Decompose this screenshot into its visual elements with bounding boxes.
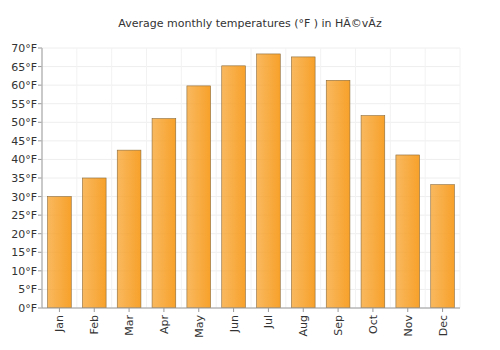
x-tick-label: Jan: [53, 315, 66, 333]
x-tick: [268, 308, 269, 312]
chart-container: Average monthly temperatures (°F ) in HÃ…: [0, 0, 500, 350]
y-tick-label: 45°F: [11, 135, 37, 148]
x-tick: [198, 308, 199, 312]
y-tick: [38, 252, 42, 253]
y-tick: [38, 196, 42, 197]
x-tick-label: Feb: [88, 315, 101, 334]
x-tick: [303, 308, 304, 312]
y-tick: [38, 122, 42, 123]
y-tick: [38, 178, 42, 179]
bar: [257, 54, 281, 308]
x-tick: [94, 308, 95, 312]
y-tick-label: 65°F: [11, 61, 37, 74]
bar: [326, 80, 350, 308]
x-tick-label: Sep: [332, 315, 345, 336]
y-tick-label: 60°F: [11, 79, 37, 92]
y-tick: [38, 215, 42, 216]
grid-line-v: [181, 48, 182, 308]
x-tick: [233, 308, 234, 312]
grid-line: [42, 308, 460, 309]
bar: [117, 150, 141, 308]
x-tick: [372, 308, 373, 312]
y-tick-label: 30°F: [11, 191, 37, 204]
grid-line-v: [146, 48, 147, 308]
y-tick: [38, 85, 42, 86]
bar: [396, 155, 420, 308]
y-tick-label: 10°F: [11, 265, 37, 278]
x-tick: [129, 308, 130, 312]
bar: [152, 119, 176, 308]
y-tick-label: 40°F: [11, 153, 37, 166]
x-tick-label: Nov: [402, 315, 415, 337]
y-tick-label: 5°F: [18, 283, 37, 296]
y-tick: [38, 308, 42, 309]
bars: [48, 54, 455, 308]
y-tick: [38, 140, 42, 141]
y-tick-label: 15°F: [11, 246, 37, 259]
x-tick-label: Jul: [262, 315, 275, 329]
grid-line-v: [425, 48, 426, 308]
bar: [291, 57, 315, 308]
x-tick: [163, 308, 164, 312]
y-tick-label: 0°F: [18, 302, 37, 315]
x-tick-label: Mar: [123, 315, 136, 336]
y-tick: [38, 159, 42, 160]
chart-title: Average monthly temperatures (°F ) in HÃ…: [118, 17, 382, 30]
bar: [361, 116, 385, 308]
y-tick-label: 70°F: [11, 42, 37, 55]
y-tick: [38, 103, 42, 104]
x-tick-label: Dec: [437, 315, 450, 336]
grid-line-v: [76, 48, 77, 308]
y-tick-label: 35°F: [11, 172, 37, 185]
grid-line-v: [355, 48, 356, 308]
x-tick-label: Jun: [228, 315, 241, 333]
x-tick-label: May: [193, 315, 206, 338]
bar: [48, 197, 72, 308]
y-tick-label: 20°F: [11, 228, 37, 241]
x-tick: [338, 308, 339, 312]
y-tick: [38, 66, 42, 67]
bar: [187, 86, 211, 308]
chart-svg: Average monthly temperatures (°F ) in HÃ…: [0, 0, 500, 350]
grid-line-v: [460, 48, 461, 308]
x-tick: [407, 308, 408, 312]
y-tick: [38, 48, 42, 49]
x-tick-label: Apr: [158, 315, 171, 335]
y-tick: [38, 233, 42, 234]
bar: [431, 185, 455, 308]
grid-line-v: [285, 48, 286, 308]
grid-line-v: [216, 48, 217, 308]
y-tick-label: 50°F: [11, 116, 37, 129]
x-tick: [59, 308, 60, 312]
grid-line-v: [42, 48, 43, 308]
y-axis: [42, 48, 43, 308]
bar: [222, 66, 246, 308]
grid-line-v: [251, 48, 252, 308]
y-tick-label: 25°F: [11, 209, 37, 222]
y-tick: [38, 270, 42, 271]
bar: [82, 178, 106, 308]
grid-line-v: [390, 48, 391, 308]
x-tick: [442, 308, 443, 312]
grid-line-v: [111, 48, 112, 308]
y-tick: [38, 289, 42, 290]
x-axis: [42, 308, 460, 309]
x-tick-label: Oct: [367, 314, 380, 334]
grid-line-v: [320, 48, 321, 308]
y-tick-label: 55°F: [11, 98, 37, 111]
x-tick-label: Aug: [297, 315, 310, 336]
